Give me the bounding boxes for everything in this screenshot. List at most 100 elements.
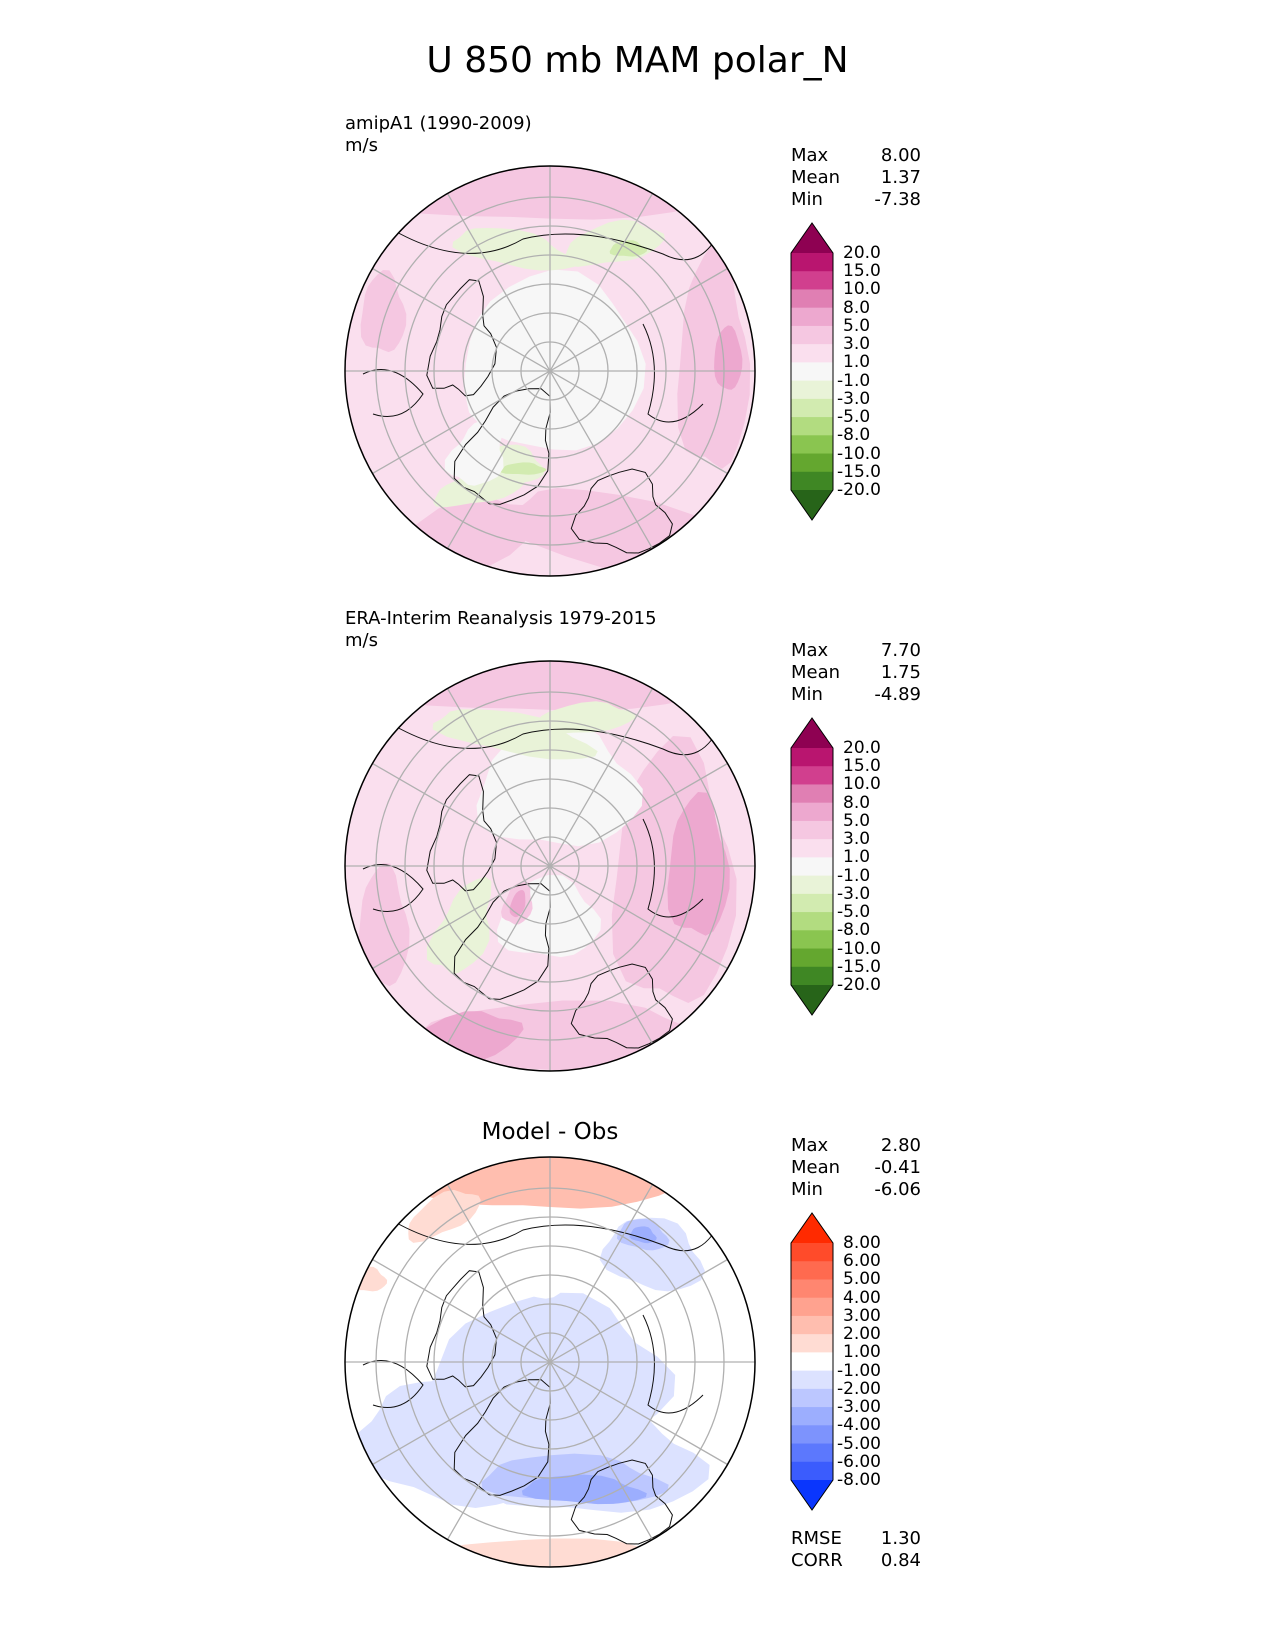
colorbar-tick-label: -8.0 <box>837 425 871 446</box>
colorbar-swatch <box>791 289 833 309</box>
colorbar-outline <box>790 717 834 1016</box>
colorbar-swatch <box>791 453 833 473</box>
colorbar-swatch <box>791 1443 833 1463</box>
colorbar-tick-label: 10.0 <box>843 774 881 795</box>
colorbar-swatch <box>791 966 833 986</box>
colorbar-swatch <box>791 417 833 436</box>
colorbar-swatch <box>791 1261 833 1280</box>
colorbar-swatch <box>791 948 833 968</box>
coastline-europe <box>642 323 704 423</box>
colorbar-swatch <box>791 1315 833 1335</box>
colorbar-extend-min <box>791 1480 833 1510</box>
colorbar-tick-label: -10.0 <box>837 443 881 464</box>
field-contour <box>385 1011 524 1071</box>
colorbar-tick-label: -8.00 <box>837 1470 881 1490</box>
colorbar-tick-label: 5.00 <box>843 1269 881 1290</box>
colorbar-tick-label: -3.0 <box>837 883 871 904</box>
coastline-scandinavia <box>570 468 673 554</box>
coastline-europe <box>642 818 704 918</box>
colorbar-tick-label: -2.00 <box>837 1378 881 1399</box>
polar-map-3 <box>344 1156 756 1568</box>
polar-map-1 <box>344 165 756 577</box>
colorbar-tick-label: -20.0 <box>837 480 881 500</box>
colorbar-tick-label: -20.0 <box>837 975 881 995</box>
field-contour <box>452 228 577 271</box>
stat-mean: Mean 1.37 <box>791 167 921 188</box>
colorbar-tick-label: 15.0 <box>843 756 881 777</box>
meridian-line <box>446 688 654 1044</box>
colorbar-swatch <box>791 1407 833 1426</box>
colorbar-tick-label: -1.0 <box>837 865 871 886</box>
colorbar-tick-label: -3.0 <box>837 388 871 409</box>
stat-min: Min -4.89 <box>791 684 921 705</box>
colorbar-tick-label: -3.00 <box>837 1397 881 1418</box>
colorbar-extend-max <box>791 223 833 253</box>
colorbar-tick-label: 10.0 <box>843 279 881 300</box>
colorbar-swatch <box>791 1334 833 1353</box>
stat-max: Max 7.70 <box>791 640 921 661</box>
coastline-siberia <box>382 1214 724 1252</box>
colorbar-3 <box>790 1212 834 1511</box>
field-contour <box>357 863 410 987</box>
colorbar-swatch <box>791 820 833 840</box>
colorbar-tick-label: 20.0 <box>843 243 881 263</box>
colorbar-extend-min <box>791 985 833 1015</box>
colorbar-tick-label: 8.0 <box>843 297 871 318</box>
colorbar-swatch <box>791 1352 833 1372</box>
field-contour <box>629 1226 657 1244</box>
colorbar-tick-label: -15.0 <box>837 461 881 482</box>
colorbar-swatch <box>791 271 833 290</box>
colorbar-swatch <box>791 398 833 418</box>
colorbar-swatch <box>791 344 833 363</box>
field-contour <box>432 709 598 760</box>
meridian-line <box>446 193 654 549</box>
colorbar-swatch <box>791 802 833 822</box>
stat-mean: Mean -0.41 <box>791 1157 921 1178</box>
panel-3-error-stats: RMSE 1.30 CORR 0.84 <box>791 1528 921 1572</box>
colorbar-tick-label: 2.00 <box>843 1324 881 1345</box>
graticule <box>345 1157 755 1567</box>
colorbar-tick-label: 6.00 <box>843 1251 881 1272</box>
field-contour <box>507 1247 570 1299</box>
colorbar-swatch <box>791 380 833 400</box>
stat-min: Min -6.06 <box>791 1179 921 1200</box>
map-boundary <box>344 660 756 1072</box>
colorbar-swatch <box>791 784 833 804</box>
graticule <box>345 166 755 576</box>
colorbar-swatch <box>791 766 833 785</box>
colorbar-2 <box>790 717 834 1016</box>
colorbar-swatch <box>791 1370 833 1390</box>
field-contour <box>521 1474 647 1505</box>
field-contour <box>389 661 718 711</box>
stat-corr: CORR 0.84 <box>791 1550 921 1571</box>
panel-1-units: m/s <box>345 135 378 156</box>
polar-map-2 <box>344 660 756 1072</box>
colorbar-extend-max <box>791 1213 833 1243</box>
colorbar-tick-label: -5.0 <box>837 407 871 428</box>
colorbar-tick-label: 15.0 <box>843 261 881 282</box>
colorbar-tick-label: 3.0 <box>843 334 871 355</box>
colorbar-swatch <box>791 253 833 272</box>
colorbar-tick-label: 5.0 <box>843 810 871 831</box>
colorbar-swatch <box>791 748 833 767</box>
colorbar-tick-label: -5.00 <box>837 1433 881 1454</box>
figure-title: U 850 mb MAM polar_N <box>426 40 849 81</box>
colorbar-tick-label: 8.00 <box>843 1233 881 1253</box>
field-contour <box>677 243 751 469</box>
stat-max: Max 2.80 <box>791 1135 921 1156</box>
colorbar-tick-label: 4.00 <box>843 1287 881 1308</box>
colorbar-tick-label: -8.0 <box>837 920 871 941</box>
field-contour <box>500 462 547 475</box>
colorbar-1 <box>790 222 834 521</box>
colorbar-tick-label: -4.00 <box>837 1415 881 1436</box>
map-boundary <box>344 165 756 577</box>
colorbar-tick-label: -10.0 <box>837 938 881 959</box>
colorbar-swatch <box>791 307 833 327</box>
coastline-alaska <box>362 864 424 912</box>
colorbar-extend-max <box>791 718 833 748</box>
colorbar-tick-label: 8.0 <box>843 792 871 813</box>
field-contour <box>408 1189 481 1243</box>
coastline-europe <box>642 1314 704 1414</box>
colorbar-swatch <box>791 471 833 491</box>
colorbar-swatch <box>791 930 833 950</box>
